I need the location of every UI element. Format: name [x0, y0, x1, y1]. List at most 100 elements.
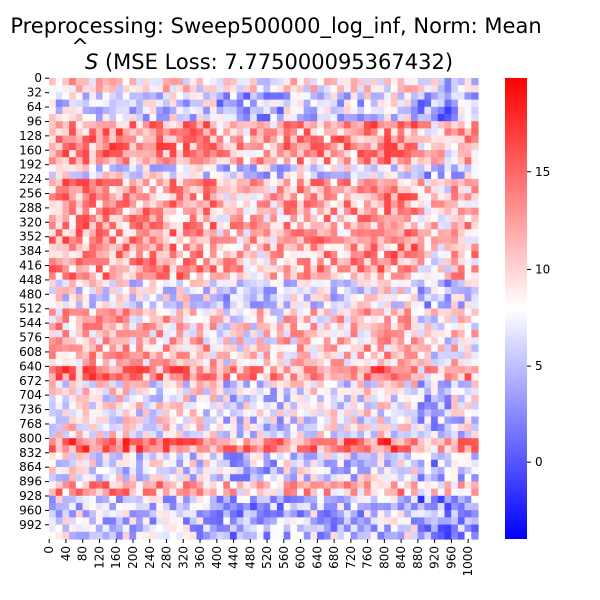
heatmap-cell — [102, 531, 110, 540]
heatmap-cell — [444, 459, 452, 468]
heatmap-cell — [350, 106, 358, 115]
heatmap-cell — [82, 358, 90, 367]
heatmap-cell — [410, 200, 419, 209]
heatmap-cell — [451, 128, 459, 137]
heatmap-cell — [357, 402, 365, 410]
heatmap-cell — [350, 150, 358, 158]
heatmap-cell — [162, 416, 171, 425]
heatmap-cell — [364, 344, 372, 353]
heatmap-cell — [129, 351, 137, 360]
heatmap-cell — [122, 330, 131, 338]
heatmap-cell — [109, 488, 117, 497]
heatmap-cell — [250, 481, 258, 490]
heatmap-cell — [317, 402, 325, 410]
heatmap-cell — [337, 236, 345, 245]
heatmap-cell — [69, 330, 77, 338]
heatmap-cell — [283, 106, 291, 115]
heatmap-cell — [183, 481, 191, 490]
heatmap-cell — [410, 294, 419, 302]
heatmap-cell — [129, 358, 137, 367]
heatmap-cell — [149, 402, 157, 410]
heatmap-cell — [343, 222, 352, 230]
heatmap-cell — [343, 517, 352, 526]
heatmap-cell — [424, 402, 432, 410]
heatmap-cell — [229, 495, 238, 504]
heatmap-cell — [404, 243, 412, 252]
heatmap-cell — [209, 373, 218, 382]
heatmap-cell — [323, 294, 332, 302]
heatmap-cell — [437, 279, 446, 288]
heatmap-cell — [55, 373, 63, 382]
heatmap-cell — [55, 150, 63, 158]
heatmap-cell — [196, 344, 204, 353]
heatmap-cell — [156, 430, 164, 439]
heatmap-cell — [390, 466, 399, 475]
heatmap-cell — [410, 178, 419, 187]
heatmap-cell — [236, 466, 244, 475]
heatmap-cell — [283, 308, 291, 317]
heatmap-cell — [162, 517, 171, 526]
heatmap-cell — [410, 495, 419, 504]
heatmap-cell — [189, 272, 198, 281]
heatmap-cell — [350, 200, 358, 209]
heatmap-cell — [303, 531, 312, 540]
heatmap-cell — [183, 488, 191, 497]
heatmap-cell — [149, 380, 157, 389]
heatmap-cell — [377, 466, 385, 475]
x-tick-label: 600 — [294, 546, 308, 569]
heatmap-cell — [310, 344, 318, 353]
y-tick-label: 192 — [19, 158, 42, 172]
heatmap-cell — [142, 186, 151, 194]
heatmap-cell — [431, 164, 439, 173]
heatmap-cell — [49, 366, 57, 374]
heatmap-cell — [223, 394, 231, 403]
heatmap-cell — [317, 344, 325, 353]
heatmap-cell — [162, 171, 171, 180]
heatmap-cell — [464, 193, 472, 202]
heatmap-cell — [75, 157, 84, 166]
heatmap-cell — [263, 308, 271, 317]
heatmap-cell — [209, 445, 218, 454]
heatmap-cell — [457, 366, 466, 374]
heatmap-cell — [102, 358, 110, 367]
heatmap-cell — [203, 337, 211, 346]
heatmap-cell — [431, 438, 439, 446]
heatmap-cell — [384, 250, 392, 259]
heatmap-cell — [384, 135, 392, 144]
heatmap-cell — [203, 438, 211, 446]
heatmap-cell — [310, 128, 318, 137]
heatmap-cell — [229, 502, 238, 511]
heatmap-cell — [464, 337, 472, 346]
heatmap-cell — [169, 178, 177, 187]
heatmap-cell — [464, 517, 472, 526]
heatmap-cell — [390, 351, 399, 360]
heatmap-cell — [424, 207, 432, 216]
heatmap-cell — [370, 330, 379, 338]
heatmap-cell — [364, 236, 372, 245]
heatmap-cell — [310, 373, 318, 382]
heatmap-cell — [390, 114, 399, 122]
heatmap-cell — [384, 488, 392, 497]
heatmap-cell — [283, 373, 291, 382]
heatmap-cell — [310, 229, 318, 238]
heatmap-cell — [216, 438, 224, 446]
heatmap-cell — [196, 193, 204, 202]
heatmap-cell — [256, 315, 265, 324]
heatmap-cell — [169, 502, 177, 511]
heatmap-cell — [390, 214, 399, 223]
heatmap-cell — [317, 394, 325, 403]
heatmap-cell — [417, 171, 425, 180]
heatmap-cell — [95, 459, 104, 468]
heatmap-cell — [303, 459, 312, 468]
heatmap-cell — [229, 106, 238, 115]
heatmap-cell — [451, 366, 459, 374]
heatmap-cell — [89, 78, 97, 86]
heatmap-cell — [183, 135, 191, 144]
heatmap-cell — [410, 186, 419, 194]
heatmap-cell — [303, 78, 312, 86]
heatmap-cell — [149, 258, 157, 266]
heatmap-cell — [343, 207, 352, 216]
heatmap-cell — [290, 114, 298, 122]
heatmap-cell — [444, 229, 452, 238]
heatmap-cell — [162, 373, 171, 382]
